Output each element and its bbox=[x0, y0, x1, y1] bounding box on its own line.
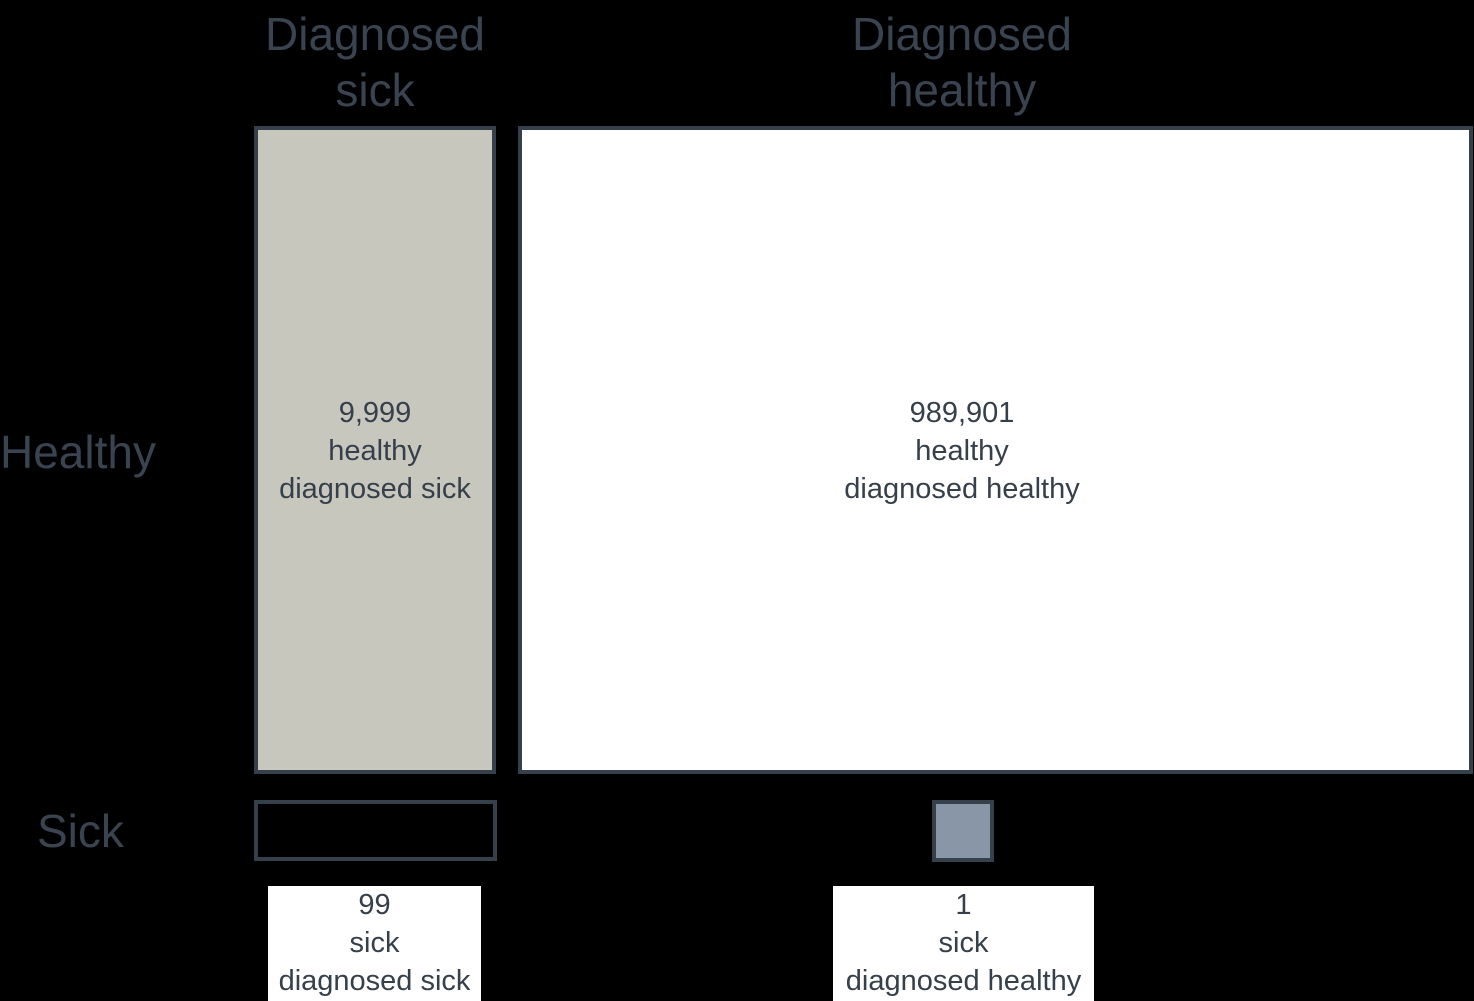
cell-line2: healthy bbox=[915, 435, 1009, 467]
column-header-line2: sick bbox=[335, 64, 415, 116]
row-label-healthy: Healthy bbox=[0, 426, 156, 478]
cell-count: 989,901 bbox=[909, 397, 1015, 429]
cell-healthy-diagnosed-healthy-text: 989,901 healthy diagnosed healthy bbox=[762, 394, 1162, 508]
cell-healthy-diagnosed-sick bbox=[254, 126, 496, 774]
label-count: 99 bbox=[358, 889, 391, 921]
label-count: 1 bbox=[955, 889, 972, 921]
cell-healthy-diagnosed-healthy bbox=[518, 126, 1473, 774]
cell-line2: healthy bbox=[328, 435, 422, 467]
column-header-diagnosed-healthy: Diagnosed healthy bbox=[762, 6, 1162, 118]
column-header-line2: healthy bbox=[887, 64, 1037, 116]
label-sick-diagnosed-sick: 99 sick diagnosed sick bbox=[268, 886, 481, 1001]
cell-sick-diagnosed-healthy bbox=[932, 800, 994, 862]
label-line2: sick bbox=[938, 927, 989, 959]
cell-sick-diagnosed-sick bbox=[254, 800, 497, 861]
row-label-sick: Sick bbox=[37, 805, 124, 857]
cell-line3: diagnosed sick bbox=[279, 473, 471, 505]
cell-count: 9,999 bbox=[338, 397, 412, 429]
label-line3: diagnosed sick bbox=[278, 965, 471, 997]
column-header-diagnosed-sick: Diagnosed sick bbox=[254, 6, 496, 118]
label-sick-diagnosed-healthy: 1 sick diagnosed healthy bbox=[833, 886, 1094, 1001]
column-header-line1: Diagnosed bbox=[852, 8, 1072, 60]
label-line2: sick bbox=[349, 927, 400, 959]
cell-healthy-diagnosed-sick-text: 9,999 healthy diagnosed sick bbox=[254, 394, 496, 508]
column-header-line1: Diagnosed bbox=[265, 8, 485, 60]
label-line3: diagnosed healthy bbox=[845, 965, 1082, 997]
cell-line3: diagnosed healthy bbox=[844, 473, 1080, 505]
